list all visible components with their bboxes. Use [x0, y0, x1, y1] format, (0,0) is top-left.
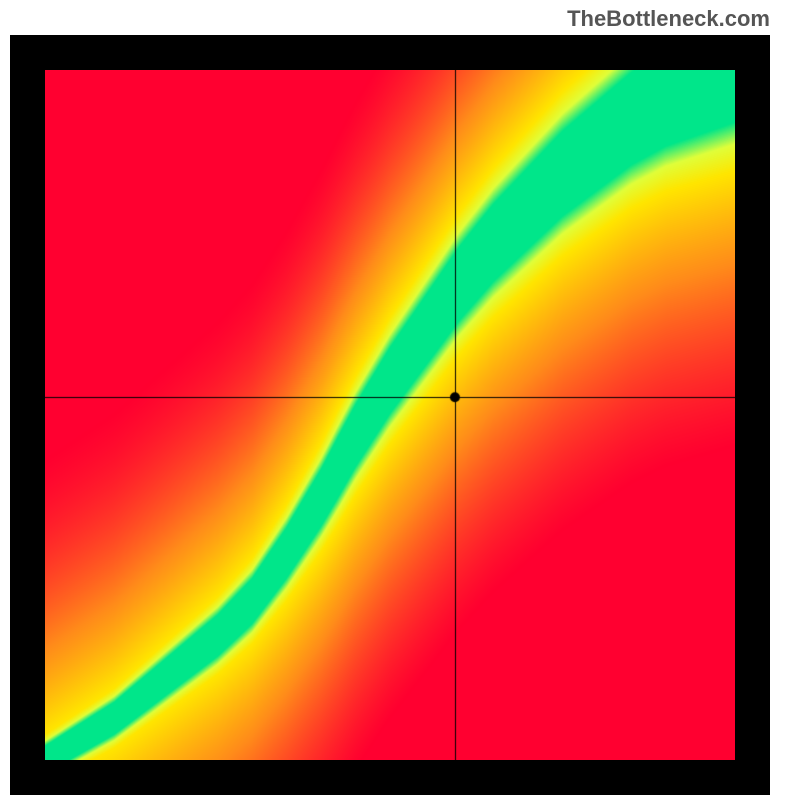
chart-container: TheBottleneck.com — [0, 0, 800, 800]
crosshair-overlay — [45, 70, 735, 760]
watermark-text: TheBottleneck.com — [567, 6, 770, 32]
